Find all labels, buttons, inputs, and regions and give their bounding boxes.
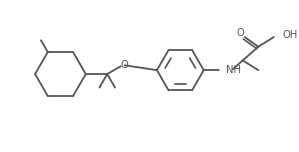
Text: O: O [121,60,129,70]
Text: O: O [237,28,245,38]
Text: OH: OH [283,30,298,40]
Text: NH: NH [226,65,241,75]
